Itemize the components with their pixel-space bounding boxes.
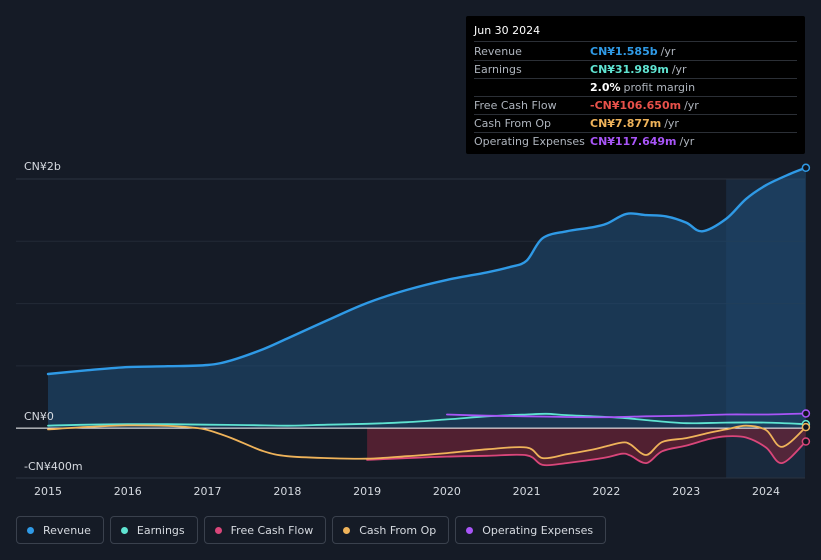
x-tick-label: 2016 bbox=[114, 485, 142, 498]
tooltip-value: CN¥1.585b bbox=[590, 45, 658, 58]
tooltip-row-cash-from-op: Cash From Op CN¥7.877m /yr bbox=[474, 115, 797, 133]
series-line-operating-expenses bbox=[446, 412, 807, 419]
series-line-cash-from-op bbox=[47, 424, 807, 460]
tooltip-row-revenue: Revenue CN¥1.585b /yr bbox=[474, 43, 797, 61]
tooltip-label: Cash From Op bbox=[474, 117, 552, 130]
legend-dot-icon bbox=[466, 526, 474, 534]
legend-label: Revenue bbox=[43, 523, 91, 537]
legend-item-free-cash-flow[interactable]: Free Cash Flow bbox=[203, 516, 327, 544]
tooltip-value: CN¥117.649m bbox=[590, 135, 677, 148]
y-axis-zero-label: CN¥0 bbox=[24, 410, 54, 423]
tooltip-label: Revenue bbox=[474, 45, 522, 58]
tooltip-row-operating-expenses: Operating Expenses CN¥117.649m /yr bbox=[474, 133, 797, 150]
tooltip-unit: /yr bbox=[660, 45, 676, 58]
legend-dot-icon bbox=[343, 526, 351, 534]
legend-dot-icon bbox=[214, 526, 222, 534]
legend-item-revenue[interactable]: Revenue bbox=[16, 516, 104, 544]
legend-item-operating-expenses[interactable]: Operating Expenses bbox=[455, 516, 607, 544]
legend-item-cash-from-op[interactable]: Cash From Op bbox=[332, 516, 450, 544]
legend-label: Operating Expenses bbox=[482, 523, 594, 537]
tooltip-value: CN¥31.989m bbox=[590, 63, 669, 76]
tooltip-row-profit-margin: 2.0% profit margin bbox=[474, 79, 797, 97]
tooltip-label bbox=[474, 79, 590, 96]
data-tooltip: Jun 30 2024 Revenue CN¥1.585b /yr Earnin… bbox=[466, 16, 805, 154]
legend-dot-icon bbox=[120, 526, 128, 534]
tooltip-row-earnings: Earnings CN¥31.989m /yr bbox=[474, 61, 797, 79]
series-line-earnings bbox=[47, 412, 807, 427]
x-tick-label: 2023 bbox=[672, 485, 700, 498]
tooltip-label: Operating Expenses bbox=[474, 135, 585, 148]
tooltip-value: 2.0% bbox=[590, 81, 621, 94]
x-tick-label: 2022 bbox=[592, 485, 620, 498]
x-tick-label: 2021 bbox=[513, 485, 541, 498]
tooltip-row-free-cash-flow: Free Cash Flow -CN¥106.650m /yr bbox=[474, 97, 797, 115]
series-line-free-cash-flow bbox=[366, 435, 807, 467]
tooltip-unit: profit margin bbox=[623, 81, 696, 94]
legend-label: Earnings bbox=[136, 523, 185, 537]
y-axis-bottom-label: -CN¥400m bbox=[24, 460, 83, 473]
series-end-dot-free-cash-flow[interactable] bbox=[801, 437, 811, 446]
tooltip-date: Jun 30 2024 bbox=[474, 23, 797, 42]
series-end-dot-revenue[interactable] bbox=[801, 163, 811, 173]
x-tick-label: 2015 bbox=[34, 485, 62, 498]
legend-item-earnings[interactable]: Earnings bbox=[109, 516, 198, 544]
x-tick-label: 2018 bbox=[273, 485, 301, 498]
y-axis-top-label: CN¥2b bbox=[24, 160, 61, 173]
series-end-dot-operating-expenses[interactable] bbox=[801, 409, 811, 418]
series-area-revenue bbox=[48, 167, 806, 429]
tooltip-unit: /yr bbox=[679, 135, 695, 148]
series-area-free-cash-flow bbox=[367, 428, 806, 466]
series-end-dot-cash-from-op[interactable] bbox=[801, 422, 811, 432]
chart-legend: Revenue Earnings Free Cash Flow Cash Fro… bbox=[16, 516, 607, 546]
legend-label: Cash From Op bbox=[359, 523, 437, 537]
series-line-revenue bbox=[46, 166, 808, 376]
tooltip-unit: /yr bbox=[664, 117, 679, 130]
tooltip-unit: /yr bbox=[671, 63, 687, 76]
legend-dot-icon bbox=[27, 526, 34, 534]
tooltip-value: -CN¥106.650m bbox=[590, 99, 682, 112]
tooltip-label: Free Cash Flow bbox=[474, 99, 557, 112]
x-tick-label: 2024 bbox=[752, 485, 780, 498]
tooltip-value: CN¥7.877m bbox=[590, 117, 662, 130]
x-tick-label: 2020 bbox=[433, 485, 461, 498]
tooltip-unit: /yr bbox=[684, 99, 699, 112]
legend-label: Free Cash Flow bbox=[230, 523, 314, 537]
tooltip-label: Earnings bbox=[474, 63, 522, 76]
x-tick-label: 2017 bbox=[194, 485, 222, 498]
x-tick-label: 2019 bbox=[353, 485, 381, 498]
